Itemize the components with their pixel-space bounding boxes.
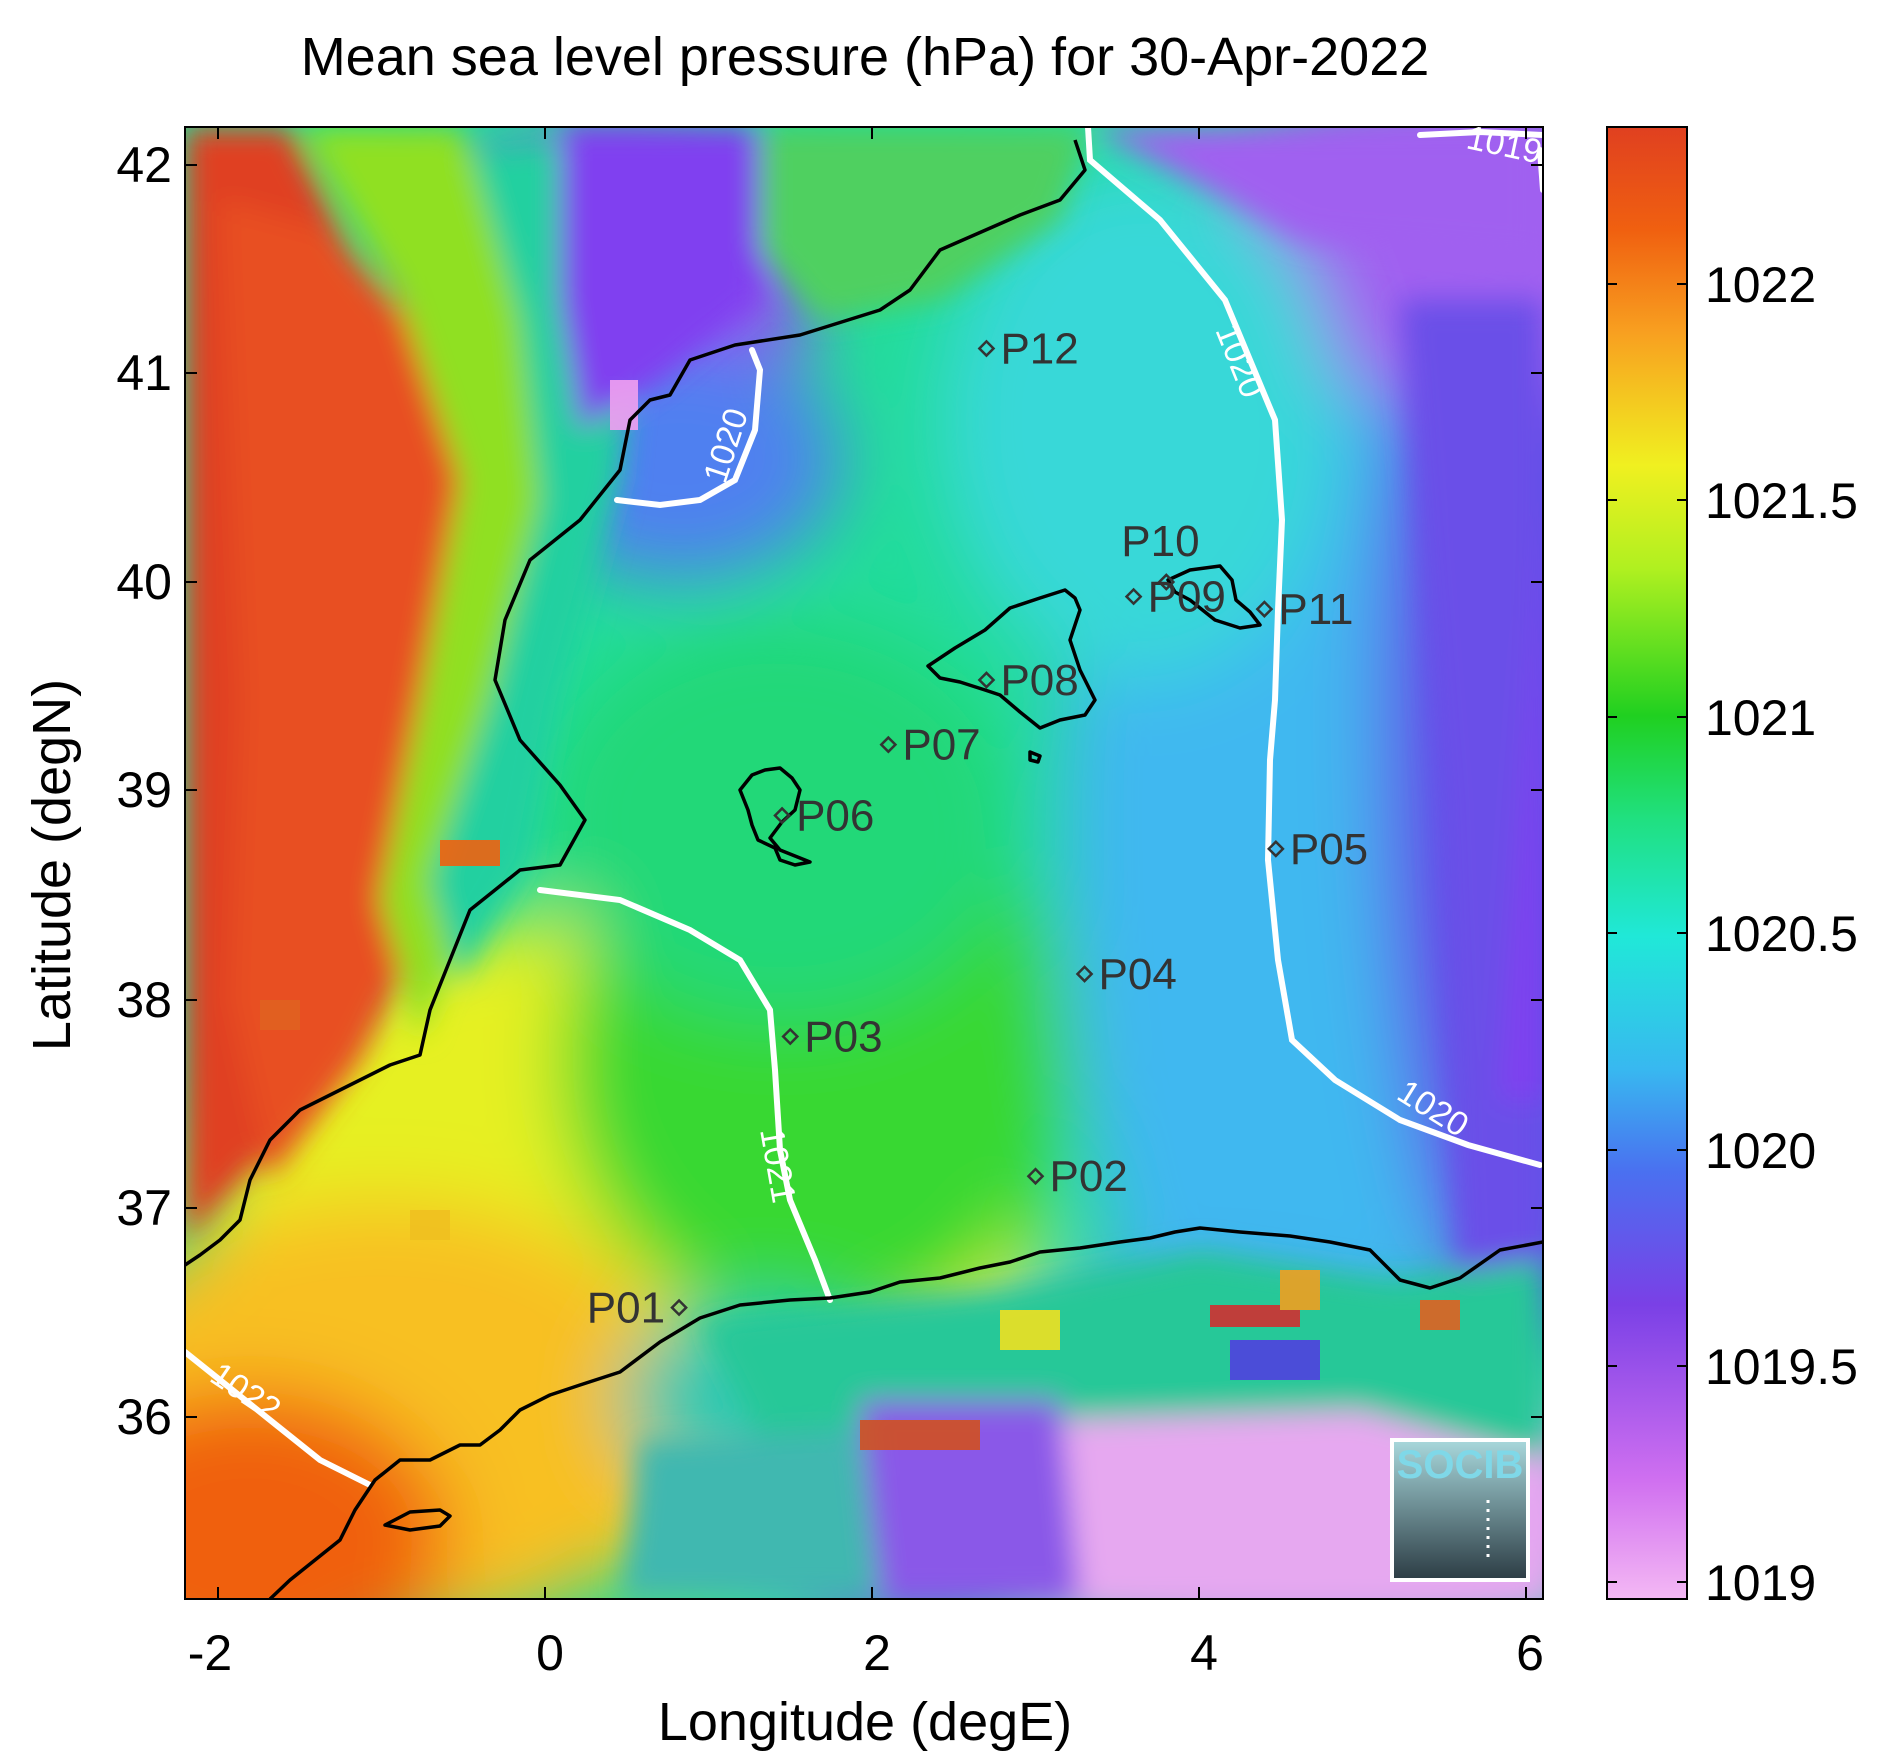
colorbar-tick-label: 1022	[1705, 257, 1816, 313]
contour-1020-northwest	[614, 347, 764, 509]
station-label-p10: P10	[1121, 517, 1199, 566]
y-tick-label: 40	[116, 554, 172, 610]
station-marker-p06	[773, 806, 791, 825]
coast-ibiza	[738, 766, 812, 867]
y-axis	[185, 164, 1543, 1418]
x-tick-label: 0	[536, 1625, 564, 1681]
contour-1021	[537, 887, 833, 1303]
coast-iberia-east	[185, 139, 1087, 1267]
colorbar-tick-label: 1020	[1705, 1123, 1816, 1179]
stations-layer: P01 P02 P03 P04 P05 P06 P07 P08 P09 P10 P11 P12	[587, 324, 1368, 1332]
colorbar-tick-label: 1020.5	[1705, 906, 1858, 962]
station-marker-p03	[781, 1027, 800, 1046]
coast-alboran	[383, 1508, 452, 1532]
x-axis-label: Longitude (degE)	[658, 1692, 1072, 1752]
station-label-p09: P09	[1148, 573, 1226, 622]
station-marker-p08	[977, 671, 996, 689]
x-tick-label: 6	[1516, 1625, 1544, 1681]
x-tick-labels: -2 0 2 4 6	[188, 1625, 1544, 1681]
coast-africa	[268, 1226, 1543, 1599]
coast-mallorca	[926, 588, 1097, 730]
socib-logo: SOCIB	[1390, 1438, 1530, 1582]
station-label-p08: P08	[1000, 656, 1078, 705]
station-marker-p05	[1267, 840, 1285, 858]
y-tick-label: 36	[116, 1389, 172, 1445]
colorbar: 1022 1021.5 1021 1020.5 1020 1019.5 1019	[1606, 126, 1858, 1611]
plot-frame	[184, 126, 1544, 1600]
x-tick-label: -2	[188, 1625, 232, 1681]
station-label-p07: P07	[902, 721, 980, 770]
station-label-p04: P04	[1099, 950, 1177, 999]
station-marker-p07	[879, 735, 898, 754]
y-tick-labels: 42 41 40 39 38 37 36	[116, 137, 172, 1445]
colorbar-tick-label: 1019.5	[1705, 1339, 1858, 1395]
station-label-p03: P03	[804, 1013, 882, 1062]
station-marker-p12	[977, 339, 996, 358]
station-label-p12: P12	[1000, 324, 1078, 373]
x-tick-label: 2	[863, 1625, 891, 1681]
colorbar-tick-label: 1021	[1705, 690, 1816, 746]
station-marker-p10	[1157, 573, 1176, 591]
x-axis	[217, 127, 1527, 1599]
y-tick-label: 39	[116, 762, 172, 818]
contour-1020-east	[1085, 127, 1543, 1168]
coast-menorca	[1166, 564, 1262, 630]
colorbar-tick-label: 1019	[1705, 1555, 1816, 1611]
y-tick-label: 42	[116, 137, 172, 193]
station-marker-p01	[670, 1298, 688, 1317]
station-label-p02: P02	[1050, 1152, 1128, 1201]
y-tick-label: 37	[116, 1180, 172, 1236]
station-label-p11: P11	[1278, 585, 1353, 634]
coastlines	[185, 139, 1543, 1599]
x-tick-label: 4	[1190, 1625, 1218, 1681]
y-axis-label: Latitude (degN)	[22, 679, 82, 1051]
pressure-contours	[185, 127, 1543, 1488]
station-marker-p02	[1026, 1167, 1045, 1186]
station-label-p01: P01	[587, 1284, 665, 1333]
colorbar-tick-label: 1021.5	[1705, 473, 1858, 529]
contour-1022	[185, 1349, 373, 1488]
station-label-p05: P05	[1290, 825, 1368, 874]
colorbar-gradient	[1606, 126, 1688, 1600]
station-marker-p09	[1124, 587, 1143, 606]
station-marker-p04	[1075, 965, 1094, 983]
socib-logo-text: SOCIB	[1397, 1443, 1524, 1487]
y-tick-label: 38	[116, 972, 172, 1028]
station-marker-p11	[1255, 600, 1274, 618]
coast-cabrera	[1028, 750, 1042, 764]
y-tick-label: 41	[116, 345, 172, 401]
station-label-p06: P06	[796, 792, 874, 841]
chart-title: Mean sea level pressure (hPa) for 30-Apr…	[301, 27, 1430, 87]
